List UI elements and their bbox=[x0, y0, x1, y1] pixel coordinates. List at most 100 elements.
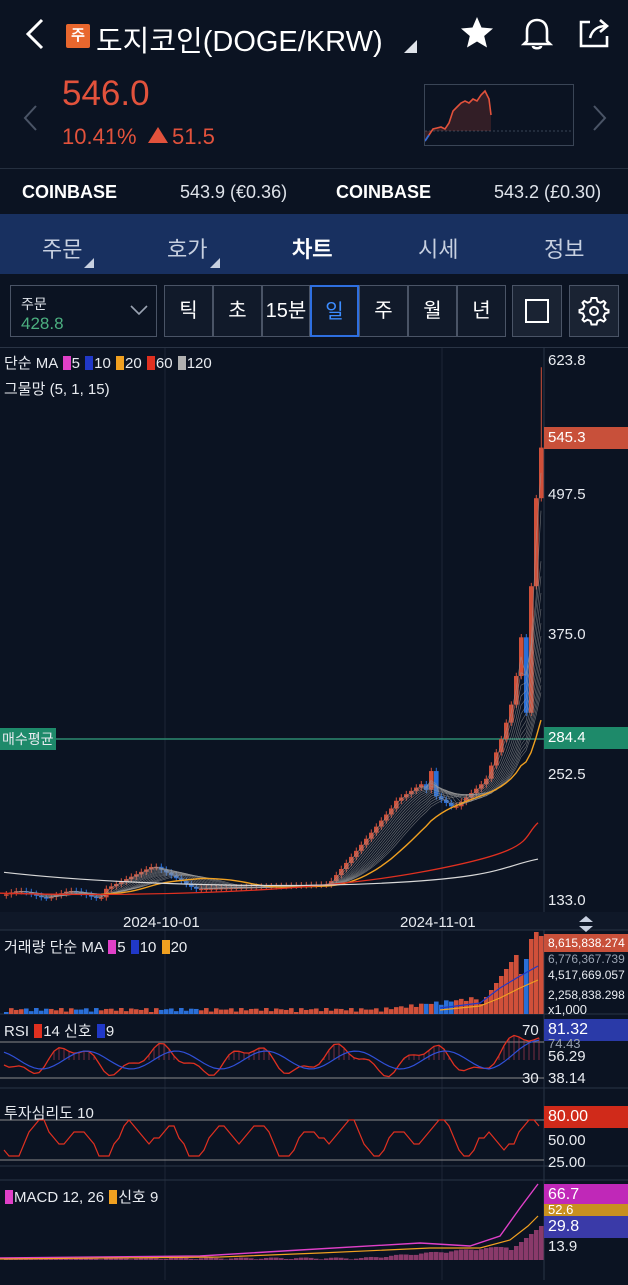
prev-coin-icon[interactable] bbox=[22, 104, 40, 132]
vol-ma20-label: 20 bbox=[170, 939, 188, 956]
order-type-select[interactable]: 주문 428.8 bbox=[10, 285, 157, 337]
macd-histogram-bar bbox=[489, 1247, 494, 1260]
ma10-swatch bbox=[85, 356, 94, 370]
macd-histogram-bar bbox=[119, 1257, 124, 1260]
star-icon[interactable] bbox=[458, 14, 496, 52]
macd-histogram-bar bbox=[389, 1255, 394, 1260]
rsi-legend: RSI 14 신호 9 bbox=[4, 1020, 114, 1041]
volume-bar bbox=[409, 1004, 414, 1014]
sentiment-axis-1: 50.00 bbox=[548, 1132, 586, 1149]
macd-histogram-bar bbox=[129, 1259, 134, 1260]
rsi-signal-period: 9 bbox=[105, 1023, 115, 1040]
mini-chart[interactable] bbox=[424, 84, 574, 146]
macd-histogram-bar bbox=[514, 1246, 519, 1260]
macd-histogram-bar bbox=[364, 1257, 369, 1260]
chart-canvas bbox=[0, 348, 628, 1280]
ma-net-line bbox=[35, 608, 542, 897]
volume-bar bbox=[534, 932, 539, 1014]
tab-chart[interactable]: 차트 bbox=[292, 237, 333, 262]
tab-quotes[interactable]: 시세 bbox=[418, 237, 459, 262]
period-month-button[interactable]: 월 bbox=[408, 285, 457, 337]
period-tick-button[interactable]: 틱 bbox=[164, 285, 213, 337]
macd-histogram-bar bbox=[109, 1257, 114, 1260]
macd-histogram-bar bbox=[69, 1259, 74, 1260]
volume-bar bbox=[494, 983, 499, 1014]
volume-bar bbox=[219, 1009, 224, 1014]
volume-bar bbox=[269, 1011, 274, 1014]
candle bbox=[219, 887, 224, 890]
volume-bar bbox=[149, 1011, 154, 1014]
sentiment-line bbox=[3, 1119, 540, 1157]
macd-histogram-bar bbox=[509, 1250, 514, 1260]
macd-histogram-bar bbox=[314, 1258, 319, 1260]
volume-bar bbox=[64, 1011, 69, 1014]
candle bbox=[539, 447, 544, 499]
tab-order-dropdown-icon bbox=[84, 258, 94, 268]
macd-histogram-bar bbox=[449, 1251, 454, 1260]
volume-bar bbox=[504, 969, 509, 1014]
tab-info[interactable]: 정보 bbox=[544, 237, 585, 262]
volume-bar bbox=[524, 959, 529, 1014]
volume-bar bbox=[154, 1008, 159, 1014]
next-coin-icon[interactable] bbox=[590, 104, 608, 132]
period-15min-button[interactable]: 15분 bbox=[262, 285, 310, 337]
sentiment-tag: 80.00 bbox=[544, 1106, 628, 1128]
date-label-2: 2024-11-01 bbox=[400, 914, 476, 931]
coin-title[interactable]: 도지코인(DOGE/KRW) bbox=[96, 26, 383, 58]
ma20-swatch bbox=[116, 356, 124, 370]
price-chart[interactable]: 단순 MA 5 10 20 60 120 그물망 (5, 1, 15) 623.… bbox=[0, 348, 628, 1280]
volume-bar bbox=[429, 1003, 434, 1014]
vol-ma5-label: 5 bbox=[117, 939, 126, 956]
vol-ma20-line bbox=[439, 979, 539, 1011]
macd-signal-line bbox=[0, 1215, 539, 1260]
period-year-button[interactable]: 년 bbox=[457, 285, 506, 337]
macd-histogram-bar bbox=[399, 1254, 404, 1260]
axis-price-2: 497.5 bbox=[548, 486, 586, 503]
macd-histogram-bar bbox=[394, 1254, 399, 1260]
macd-histogram-bar bbox=[4, 1259, 9, 1260]
macd-histogram-bar bbox=[414, 1254, 419, 1260]
volume-axis-2: 4,517,669.057 bbox=[548, 968, 625, 982]
macd-histogram-bar bbox=[539, 1226, 544, 1260]
period-week-button[interactable]: 주 bbox=[359, 285, 408, 337]
volume-bar bbox=[4, 1012, 9, 1014]
macd-histogram-bar bbox=[134, 1258, 139, 1260]
volume-bar bbox=[74, 1009, 79, 1014]
macd-legend: MACD 12, 26 신호 9 bbox=[4, 1186, 158, 1207]
volume-bar bbox=[514, 955, 519, 1014]
tab-orderbook[interactable]: 호가 bbox=[167, 237, 208, 262]
title-dropdown-icon[interactable] bbox=[404, 40, 417, 53]
rsi-line bbox=[3, 1034, 540, 1078]
period-day-button[interactable]: 일 bbox=[310, 285, 359, 337]
macd-histogram-bar bbox=[224, 1259, 229, 1260]
share-icon[interactable] bbox=[576, 14, 614, 52]
axis-scale-icon[interactable] bbox=[576, 914, 596, 934]
tab-order[interactable]: 주문 bbox=[42, 237, 83, 262]
exchange-name-2: COINBASE bbox=[336, 182, 432, 202]
macd-histogram-bar bbox=[499, 1247, 504, 1260]
macd-histogram-bar bbox=[494, 1246, 499, 1260]
rsi-period: 14 bbox=[43, 1023, 60, 1040]
fullscreen-button[interactable] bbox=[512, 285, 562, 337]
bell-icon[interactable] bbox=[518, 14, 556, 52]
macd-line bbox=[0, 1183, 539, 1259]
rsi-axis-2: 56.29 bbox=[548, 1048, 586, 1065]
macd-histogram-bar bbox=[484, 1248, 489, 1260]
volume-bar bbox=[469, 997, 474, 1014]
rsi-signal-swatch bbox=[96, 1024, 105, 1038]
ma-net-line bbox=[60, 668, 542, 895]
volume-bar bbox=[79, 1009, 84, 1014]
volume-axis-1: 6,776,367.739 bbox=[548, 952, 625, 966]
axis-price-1: 623.8 bbox=[548, 352, 586, 369]
period-second-button[interactable]: 초 bbox=[213, 285, 262, 337]
volume-bar bbox=[114, 1010, 119, 1014]
macd-histogram-bar bbox=[299, 1257, 304, 1260]
macd-histogram-bar bbox=[474, 1250, 479, 1260]
grid-legend: 그물망 (5, 1, 15) bbox=[4, 381, 110, 398]
rsi-tag: 81.32 bbox=[544, 1019, 628, 1041]
volume-bar bbox=[164, 1009, 169, 1014]
settings-button[interactable] bbox=[569, 285, 619, 337]
back-icon[interactable] bbox=[22, 16, 52, 52]
volume-bar bbox=[224, 1009, 229, 1014]
macd-histogram-bar bbox=[244, 1257, 249, 1260]
